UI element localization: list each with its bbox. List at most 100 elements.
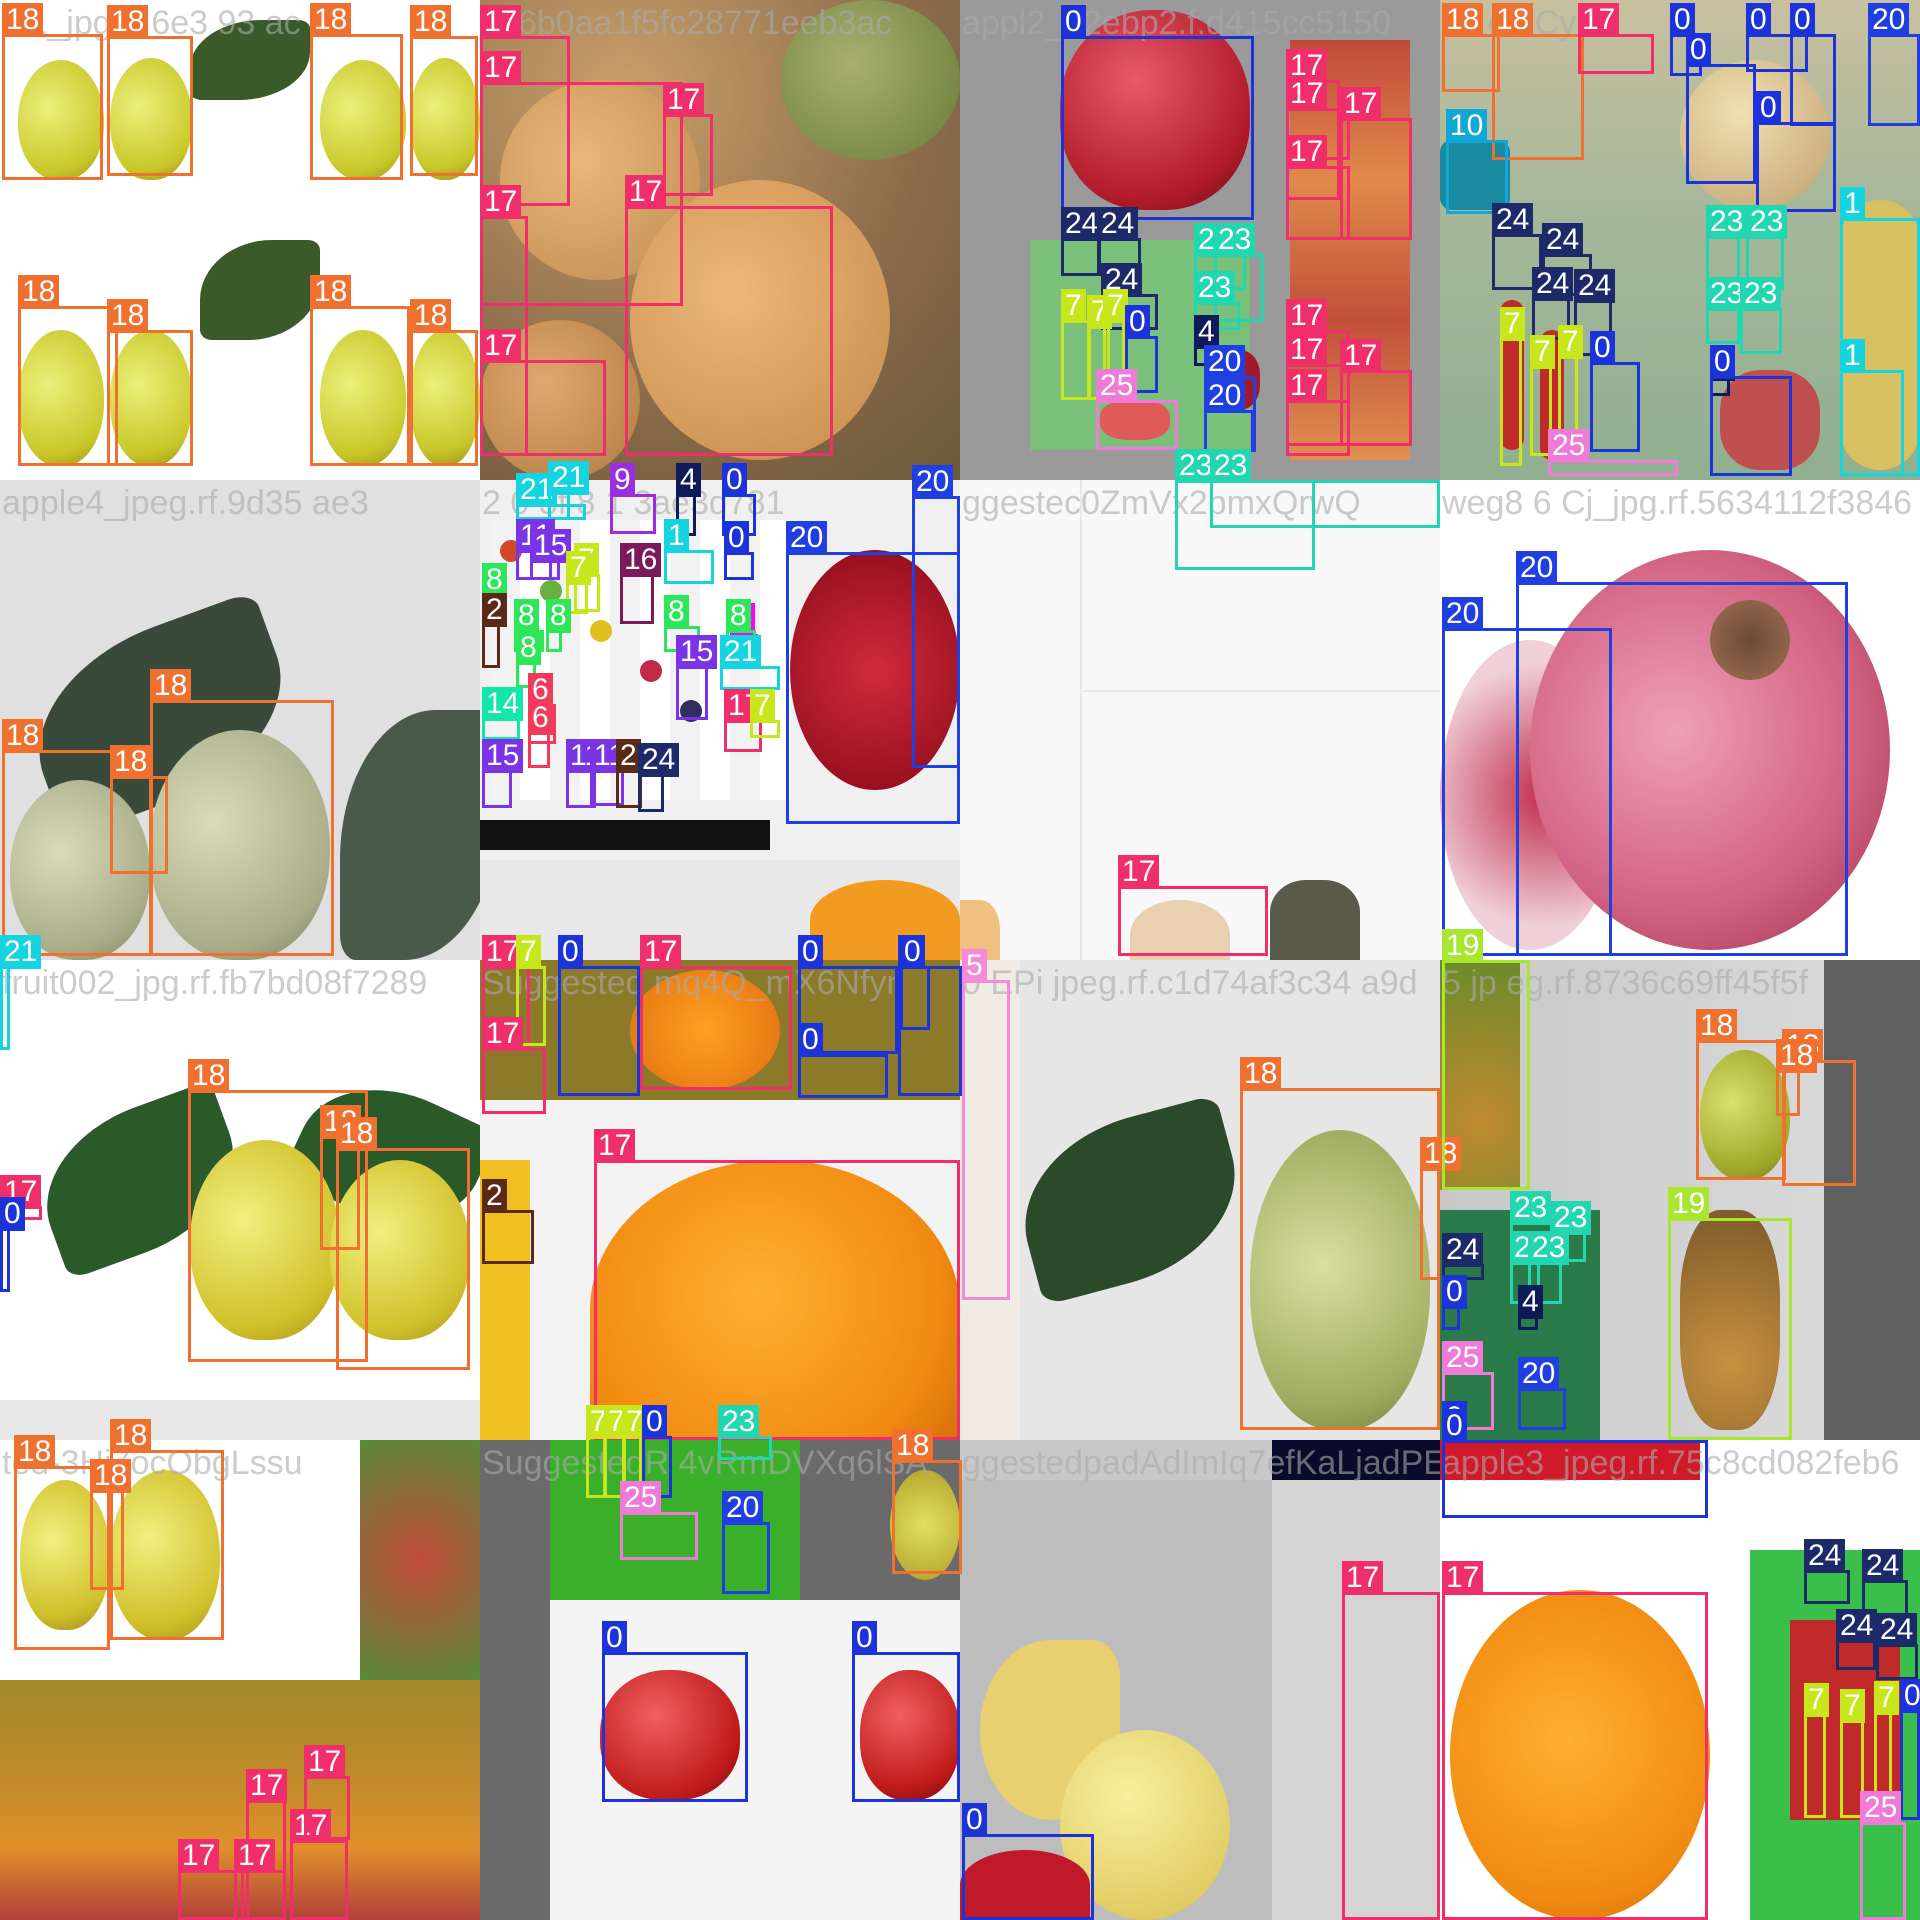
bbox-label: 20 bbox=[722, 1491, 764, 1525]
bbox-class-18: 18 bbox=[310, 3, 403, 180]
bbox-label: 4 bbox=[1194, 315, 1219, 349]
bbox-label: 18 bbox=[110, 1419, 152, 1453]
bbox-class-25: 25 bbox=[1096, 369, 1178, 450]
bbox-class-7: 7 bbox=[750, 689, 780, 738]
bbox-class-24: 24 bbox=[1862, 1549, 1908, 1626]
bbox-class-20: 20 bbox=[1518, 1357, 1566, 1430]
bbox-label: 17 bbox=[1442, 1561, 1484, 1595]
bbox-label: 17 bbox=[234, 1839, 276, 1873]
bbox-label: 24 bbox=[1492, 203, 1534, 237]
bbox-label: 23 bbox=[1175, 449, 1217, 483]
bbox-class-7: 7 bbox=[1874, 1681, 1899, 1800]
bbox-label: 0 bbox=[1442, 1409, 1467, 1443]
bbox-label: 5 bbox=[962, 949, 987, 983]
bbox-class-7: 7 bbox=[1061, 289, 1091, 400]
bbox-class-25: 25 bbox=[620, 1481, 698, 1560]
bbox-class-24: 24 bbox=[1442, 1233, 1484, 1280]
bbox-class-0: 0 bbox=[962, 1803, 1094, 1920]
bbox-class-7: 7 bbox=[1840, 1689, 1865, 1818]
bbox-label: 23 bbox=[1194, 271, 1236, 305]
photo-pears bbox=[0, 0, 480, 480]
bbox-class-8: 8 bbox=[514, 599, 544, 652]
bbox-label: 17 bbox=[480, 5, 522, 39]
bbox-label: 23 bbox=[1510, 1191, 1552, 1225]
bbox-label: 0 bbox=[1670, 3, 1695, 37]
bbox-label: 2 bbox=[482, 1179, 507, 1213]
bbox-label: 18 bbox=[107, 299, 149, 333]
tile-apple-market: appl2_52ebp2.f.d415cc5150 bbox=[960, 0, 1440, 480]
bbox-class-0: 0 bbox=[798, 935, 898, 1054]
bbox-label: 20 bbox=[912, 465, 954, 499]
bbox-label: 17 bbox=[246, 1769, 288, 1803]
photo-banana-apple bbox=[960, 1440, 1440, 1920]
bbox-class-23: 23 bbox=[1550, 1201, 1592, 1262]
bbox-class-18: 18 bbox=[1420, 1137, 1462, 1280]
bbox-class-14: 14 bbox=[482, 687, 524, 740]
bbox-class-15: 15 bbox=[482, 739, 524, 808]
bbox-class-17: 17 bbox=[1340, 87, 1412, 240]
bbox-label: 17 bbox=[1340, 339, 1382, 373]
bbox-label: 24 bbox=[1862, 1549, 1904, 1583]
bbox-label: 7 bbox=[1103, 289, 1128, 323]
bbox-class-18: 18 bbox=[892, 1429, 962, 1574]
bbox-label: 9 bbox=[610, 463, 635, 497]
bbox-label: 25 bbox=[1096, 369, 1138, 403]
bbox-class-17: 17 bbox=[246, 1769, 288, 1920]
bbox-class-17: 17 bbox=[1578, 3, 1654, 74]
bbox-class-18: 18 bbox=[410, 5, 478, 176]
bbox-class-2: 2 bbox=[482, 1179, 534, 1264]
bbox-class-7: 7 bbox=[1804, 1683, 1829, 1818]
bbox-class-23: 23 bbox=[1528, 1231, 1570, 1304]
bbox-class-23: 23 bbox=[718, 1405, 772, 1460]
bbox-label: 24 bbox=[1097, 207, 1139, 241]
bbox-class-4: 4 bbox=[1518, 1285, 1543, 1330]
bbox-label: 0 bbox=[1746, 3, 1771, 37]
bbox-label: 21 bbox=[548, 461, 590, 495]
bbox-class-8: 8 bbox=[546, 599, 571, 652]
bbox-class-23: 23 bbox=[1706, 277, 1748, 344]
bbox-class-18: 18 bbox=[188, 1059, 368, 1362]
bbox-label: 6 bbox=[528, 701, 553, 735]
bbox-class-17: 17 bbox=[234, 1839, 286, 1920]
bbox-label: 24 bbox=[1574, 269, 1616, 303]
bbox-label: 18 bbox=[410, 299, 452, 333]
bbox-label: 20 bbox=[1204, 379, 1246, 413]
bbox-label: 2 bbox=[616, 739, 641, 773]
bbox-class-0: 0 bbox=[798, 1023, 888, 1098]
bbox-class-19: 19 bbox=[1668, 1187, 1792, 1440]
bbox-class-23: 23 bbox=[1214, 223, 1264, 322]
bbox-class-17: 17 bbox=[594, 1129, 960, 1440]
bbox-class-7: 7 bbox=[1558, 325, 1583, 456]
bbox-label: 18 bbox=[90, 1459, 132, 1493]
bbox-class-0: 0 bbox=[1061, 5, 1254, 220]
bbox-class-24: 24 bbox=[1836, 1609, 1878, 1670]
bbox-class-18: 18 bbox=[336, 1117, 470, 1370]
bbox-class-4: 4 bbox=[676, 463, 701, 536]
bbox-label: 18 bbox=[188, 1059, 230, 1093]
bbox-label: 23 bbox=[1214, 223, 1256, 257]
bbox-label: 20 bbox=[1516, 551, 1558, 585]
bbox-class-0: 0 bbox=[852, 1621, 960, 1802]
bbox-label: 8 bbox=[546, 599, 571, 633]
bbox-class-24: 24 bbox=[1876, 1613, 1918, 1680]
bbox-label: 17 bbox=[663, 83, 705, 117]
bbox-label: 24 bbox=[1542, 223, 1584, 257]
bbox-class-23: 23 bbox=[1706, 205, 1748, 290]
bbox-label: 17 bbox=[1578, 3, 1620, 37]
bbox-label: 15 bbox=[676, 635, 718, 669]
bbox-class-24: 24 bbox=[1532, 267, 1574, 340]
bbox-class-0: 0 bbox=[1686, 33, 1756, 184]
bbox-label: 17 bbox=[1286, 135, 1328, 169]
bbox-label: 17 bbox=[594, 1129, 636, 1163]
bbox-class-17: 17 bbox=[1342, 1561, 1440, 1920]
bbox-class-7: 7 bbox=[1500, 307, 1525, 466]
bbox-label: 18 bbox=[410, 5, 452, 39]
bbox-label: 23 bbox=[1706, 205, 1748, 239]
bbox-class-0: 0 bbox=[1125, 305, 1158, 393]
bbox-label: 18 bbox=[1442, 3, 1484, 37]
bbox-class-19: 19 bbox=[1442, 929, 1530, 1190]
bbox-label: 1 bbox=[1840, 187, 1865, 221]
bbox-label: 0 bbox=[1756, 91, 1781, 125]
bbox-label: 8 bbox=[482, 563, 507, 597]
bbox-label: 0 bbox=[852, 1621, 877, 1655]
